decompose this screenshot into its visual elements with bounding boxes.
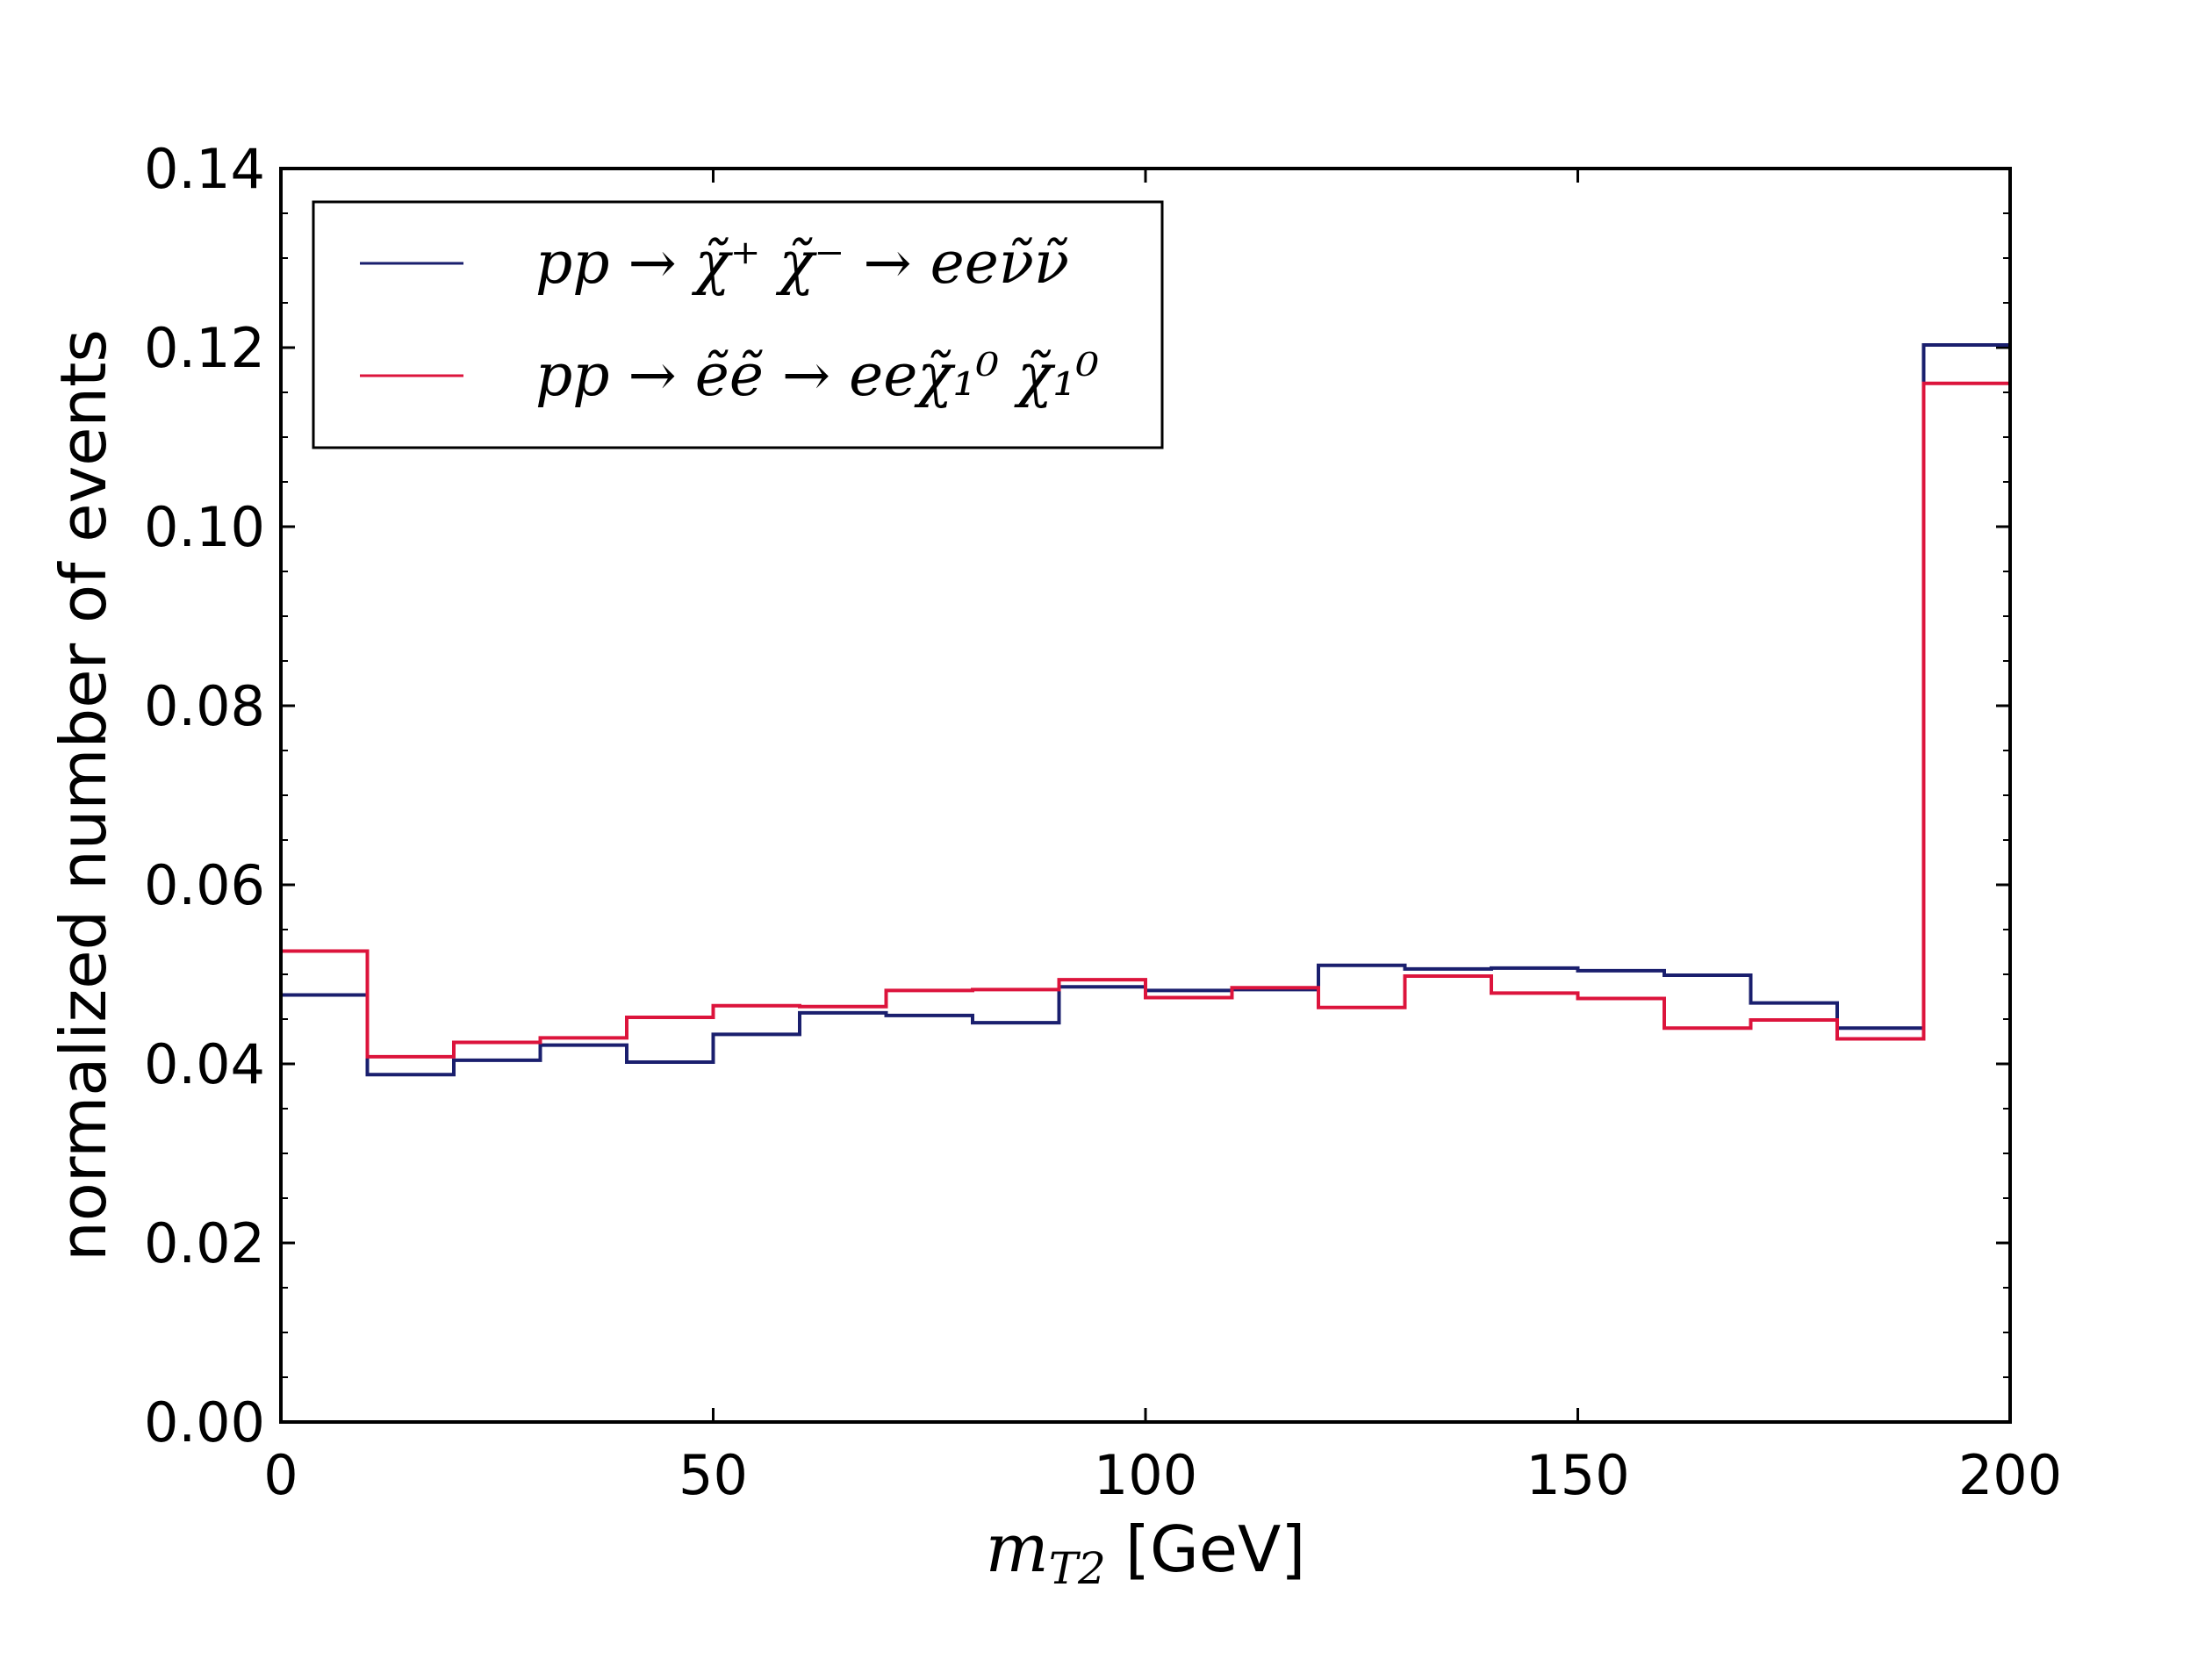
x-axis-ticks: 0 50 100 150 200 — [263, 169, 2062, 1507]
y-axis-label: normalized number of events — [47, 329, 120, 1261]
y-tick-label: 0.02 — [144, 1211, 265, 1275]
y-tick-label: 0.08 — [144, 674, 265, 738]
y-axis-ticks: 0.00 0.02 0.04 0.06 0.08 0.10 0.12 0.14 — [144, 137, 2010, 1454]
legend: pp → χ̃⁺ χ̃⁻ → eeν̃ν̃ pp → ẽẽ → eeχ̃₁⁰ χ… — [312, 200, 1164, 449]
x-tick-label: 200 — [1958, 1443, 2062, 1507]
legend-label-selectron: pp → ẽẽ → eeχ̃₁⁰ χ̃₁⁰ — [535, 341, 1099, 409]
y-tick-label: 0.04 — [144, 1032, 265, 1096]
y-tick-label: 0.14 — [144, 137, 265, 201]
x-axis-label-symbol: m — [986, 1509, 1049, 1587]
legend-box — [312, 200, 1164, 449]
series-step-line — [281, 381, 2010, 1059]
x-tick-label: 50 — [679, 1443, 748, 1507]
x-tick-label: 100 — [1094, 1443, 1197, 1507]
series-1 — [281, 381, 2010, 1059]
y-tick-label: 0.12 — [144, 316, 265, 380]
y-tick-label: 0.06 — [144, 853, 265, 917]
x-axis-label-subscript: T2 — [1049, 1543, 1106, 1594]
series-layer — [281, 342, 2010, 1077]
legend-label-chargino: pp → χ̃⁺ χ̃⁻ → eeν̃ν̃ — [535, 229, 1069, 297]
x-axis-label-unit: [GeV] — [1125, 1512, 1306, 1586]
x-tick-label: 150 — [1526, 1443, 1629, 1507]
plot-frame — [279, 167, 2012, 1424]
y-tick-label: 0.00 — [144, 1390, 265, 1454]
x-axis-label: mT2 [GeV] — [986, 1509, 1306, 1594]
x-tick-label: 0 — [263, 1443, 298, 1507]
y-tick-label: 0.10 — [144, 495, 265, 559]
